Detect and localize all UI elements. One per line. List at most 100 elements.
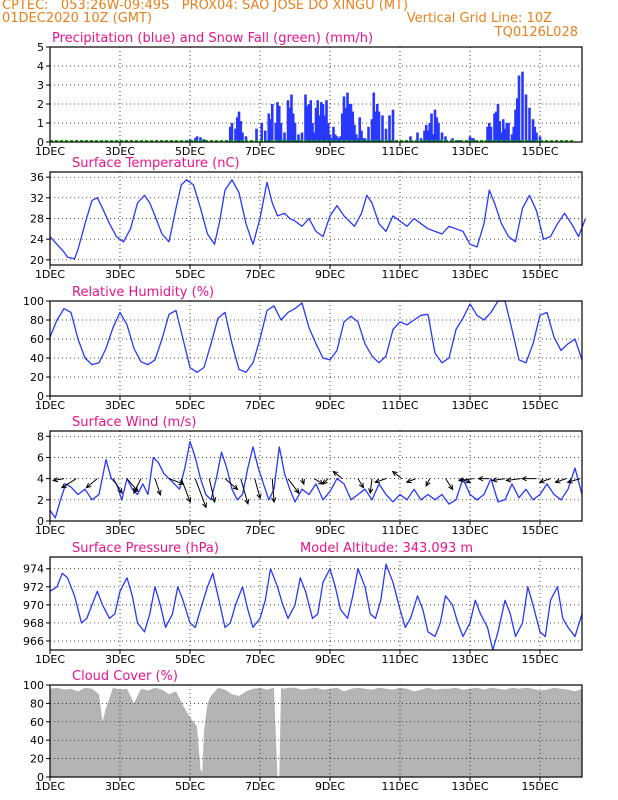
precip-title: Precipitation (blue) and Snow Fall (gree… [52, 31, 373, 46]
wind-xtick-label: 11DEC [381, 524, 418, 537]
rh-title: Relative Humidity (%) [72, 285, 214, 300]
wind-arrow [368, 478, 374, 495]
wind-arrow [457, 477, 474, 483]
wind-arrow-shaft [271, 478, 275, 503]
precip-bar [521, 71, 524, 142]
rh-ytick-label: 100 [23, 295, 44, 308]
precip-bar [372, 92, 376, 142]
wind-arrow-head [299, 479, 305, 486]
precip-bar [337, 138, 341, 142]
precip-bar [500, 132, 503, 142]
precip-bar [228, 126, 232, 142]
pres-title: Surface Pressure (hPa) [72, 541, 219, 556]
rh-ytick-label: 80 [30, 314, 44, 327]
wind-arrow-head [294, 488, 300, 494]
precip-ytick-label: 5 [37, 41, 44, 54]
wind-xtick-label: 9DEC [315, 524, 345, 537]
cloud-xtick-label: 7DEC [245, 780, 275, 793]
precip-bar [286, 100, 290, 142]
wind-arrow-shaft [539, 478, 551, 483]
temp-xtick-label: 1DEC [35, 268, 65, 281]
wind-arrow-head [244, 498, 250, 505]
pres-xtick-label: 7DEC [245, 653, 275, 666]
precip-bar [351, 111, 355, 142]
precip-ytick-label: 0 [37, 136, 44, 149]
pres-xtick-label: 5DEC [175, 653, 205, 666]
temp-ytick-label: 32 [30, 192, 44, 205]
wind-arrow-shaft [86, 478, 98, 489]
wind-arrow [505, 477, 521, 483]
precip-xtick-label: 1DEC [35, 145, 65, 158]
cloud-xtick-label: 11DEC [381, 780, 418, 793]
precip-bar [300, 132, 304, 142]
precip-bar [339, 136, 342, 142]
precip-bar [458, 140, 461, 142]
precip-bar [533, 126, 537, 142]
wind-arrow [313, 478, 325, 485]
precip-bar [437, 123, 440, 142]
precip-bar [335, 136, 339, 142]
precip-bar [297, 134, 300, 142]
precip-bar [314, 107, 318, 142]
precip-ytick-label: 4 [37, 60, 44, 73]
wind-arrow-shaft [254, 478, 261, 499]
precip-bar [241, 132, 244, 142]
precip-bar [344, 107, 348, 142]
wind-arrow-head [133, 486, 139, 493]
precip-bar [199, 137, 202, 142]
precip-bar [347, 104, 351, 142]
precip-bar [361, 138, 365, 142]
precip-bar [276, 102, 279, 142]
precip-bar [195, 136, 199, 142]
cloud-cover-area [50, 687, 582, 777]
precip-bar [307, 104, 311, 142]
wind-arrow-shaft [224, 478, 238, 490]
wind-arrow-shaft [168, 478, 184, 485]
precip-bar [326, 123, 330, 142]
temp-ytick-label: 20 [30, 254, 44, 267]
wind-arrow [254, 478, 262, 500]
wind-xtick-label: 1DEC [35, 524, 65, 537]
temp-xtick-label: 15DEC [521, 268, 558, 281]
pres-xtick-label: 9DEC [315, 653, 345, 666]
wind-arrow-head [554, 478, 561, 484]
precip-bar [433, 109, 437, 142]
pres-ytick-label: 970 [23, 599, 44, 612]
wind-arrow-head [465, 478, 472, 484]
precip-bar [269, 119, 272, 142]
wind-arrow-shaft [180, 478, 191, 503]
precip-bar [291, 113, 295, 142]
precip-bar [311, 123, 314, 142]
precip-bar [416, 132, 419, 142]
precip-bar [486, 126, 489, 142]
model-altitude-label: Model Altitude: 343.093 m [300, 541, 473, 556]
temp-xtick-label: 5DEC [175, 268, 205, 281]
wind-arrow-head [52, 477, 59, 483]
wind-arrow-head [117, 488, 123, 495]
temp-ytick-label: 24 [30, 233, 44, 246]
cloud-xtick-label: 3DEC [105, 780, 135, 793]
precip-bar [515, 98, 519, 142]
rh-xtick-label: 3DEC [105, 399, 135, 412]
wind-arrow-shaft [492, 478, 506, 481]
wind-arrow-head [566, 478, 573, 484]
wind-arrow [477, 476, 490, 482]
wind-arrow-head [457, 477, 464, 483]
temp-xtick-label: 9DEC [315, 268, 345, 281]
wind-ytick-label: 0 [37, 515, 44, 528]
wind-arrow-head [322, 479, 328, 485]
precip-bar [524, 94, 528, 142]
rh-ytick-label: 40 [30, 352, 44, 365]
temp-title: Surface Temperature (nC) [72, 156, 240, 171]
wind-arrow [180, 478, 192, 504]
wind-arrow [357, 478, 364, 489]
precip-xtick-label: 5DEC [175, 145, 205, 158]
wind-arrow-shaft [425, 478, 431, 487]
wind-arrow-head [85, 482, 92, 489]
temp-xtick-label: 13DEC [451, 268, 488, 281]
temp-xtick-label: 7DEC [245, 268, 275, 281]
wind-arrow [491, 477, 506, 483]
precip-bar [531, 119, 535, 142]
wind-arrow-shaft [445, 478, 454, 490]
precip-bar [239, 121, 243, 142]
